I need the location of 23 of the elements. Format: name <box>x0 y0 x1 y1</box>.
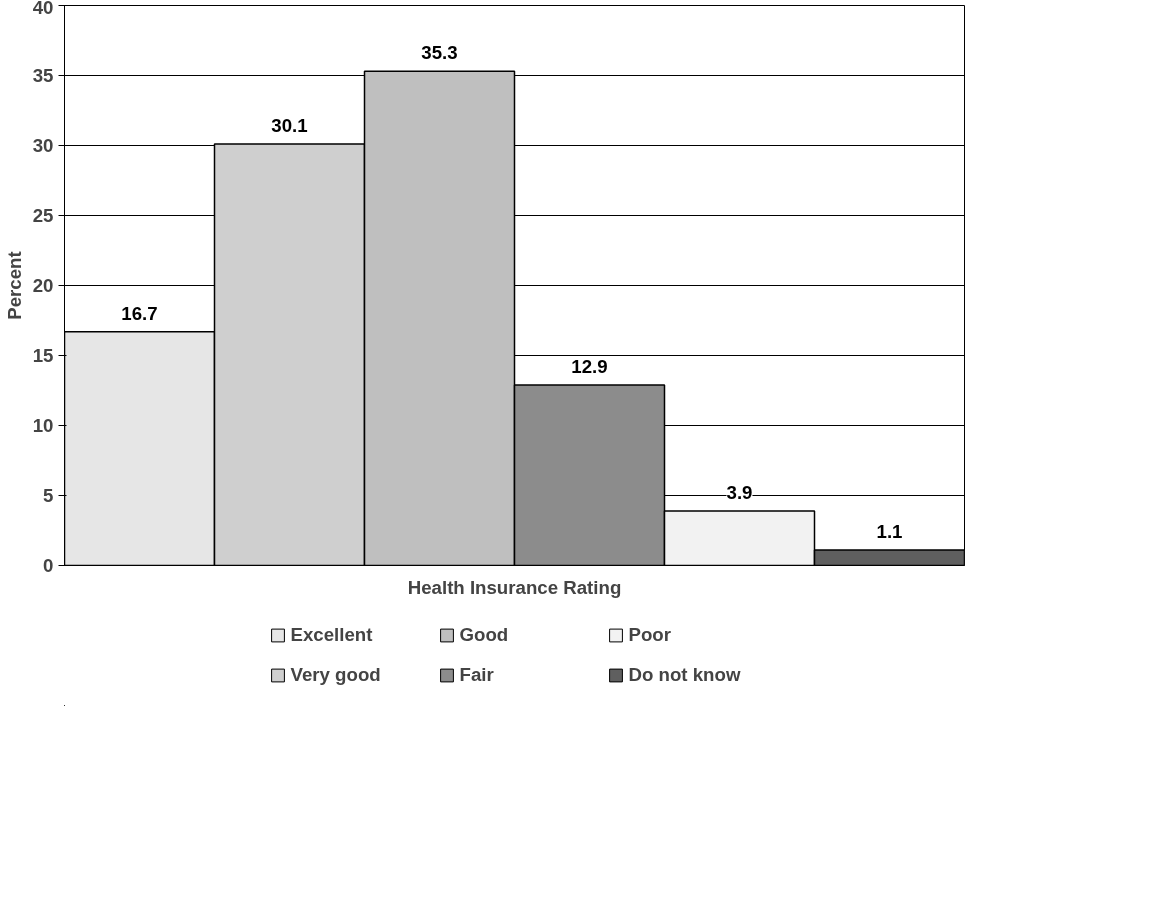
legend-label: Do not know <box>628 664 742 686</box>
y-axis-title: Percent <box>3 251 25 320</box>
legend-label: Very good <box>290 664 382 686</box>
y-tick-label: 40 <box>32 0 54 18</box>
legend-label: Good <box>459 624 510 646</box>
y-tick-label: 25 <box>32 205 54 226</box>
y-tick-label: 20 <box>32 275 54 296</box>
y-tick-label: 0 <box>43 555 54 576</box>
data-label: 3.9 <box>726 481 753 503</box>
y-tick-label: 30 <box>32 135 54 156</box>
legend-label: Poor <box>628 624 672 646</box>
legend-label: Fair <box>459 664 495 686</box>
y-tick-label: 35 <box>32 65 54 86</box>
y-tick-label: 15 <box>32 345 54 366</box>
legend-label: Excellent <box>290 624 374 646</box>
x-axis-title: Health Insurance Rating <box>407 576 622 598</box>
y-tick-label: 10 <box>32 415 54 436</box>
data-label: 30.1 <box>271 115 308 137</box>
data-label: 1.1 <box>876 521 903 543</box>
data-label: 12.9 <box>571 355 608 377</box>
data-label: 16.7 <box>121 302 158 324</box>
y-tick-label: 5 <box>43 485 54 506</box>
data-label: 35.3 <box>421 42 458 64</box>
